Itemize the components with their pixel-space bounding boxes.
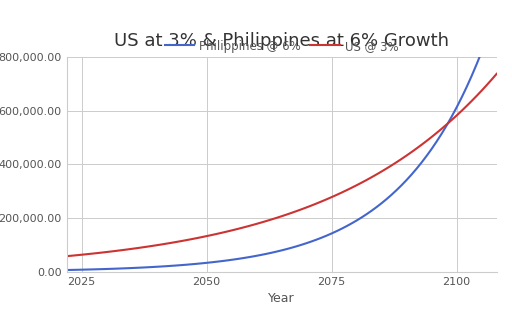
Philippines @ 6% [134, 266, 140, 270]
Philippines @ 6% [188, 262, 195, 266]
US @ 3% [134, 246, 140, 250]
US @ 3% [414, 147, 420, 150]
US @ 3% [494, 72, 500, 76]
Philippines @ 6% [494, 8, 500, 12]
Philippines @ 6% [244, 256, 250, 259]
Philippines @ 6% [279, 248, 285, 252]
Line: Philippines @ 6%: Philippines @ 6% [67, 10, 497, 270]
Legend: Philippines @ 6%, US @ 3%: Philippines @ 6%, US @ 3% [160, 35, 403, 57]
Line: US @ 3%: US @ 3% [67, 74, 497, 256]
Philippines @ 6% [414, 167, 420, 171]
US @ 3% [279, 214, 285, 218]
US @ 3% [188, 237, 195, 241]
X-axis label: Year: Year [268, 292, 295, 305]
Philippines @ 6% [159, 264, 165, 268]
US @ 3% [63, 254, 70, 258]
US @ 3% [244, 225, 250, 228]
US @ 3% [159, 243, 165, 246]
Title: US at 3% & Philippines at 6% Growth: US at 3% & Philippines at 6% Growth [114, 32, 449, 50]
Philippines @ 6% [63, 268, 70, 272]
